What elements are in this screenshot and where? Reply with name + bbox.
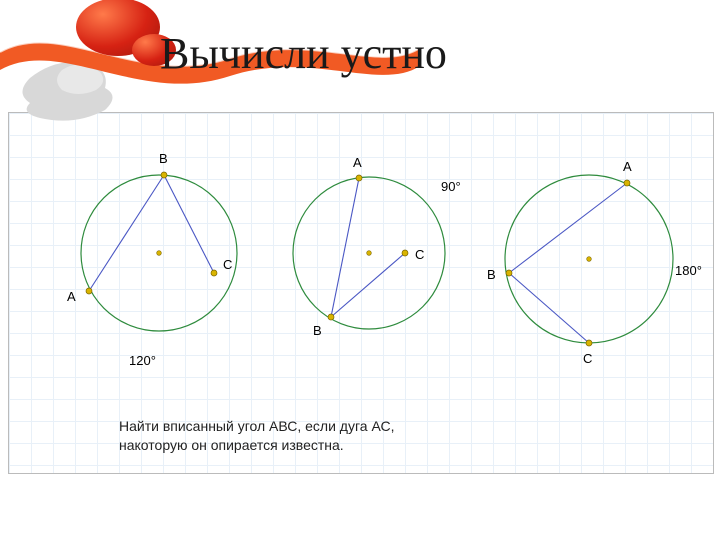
line-BA-d3 [509,183,627,273]
point-B-d1 [161,172,167,178]
point-C-d2 [402,250,408,256]
line-BA-d1 [89,175,164,291]
line-BC-d1 [164,175,214,273]
label-B-d2: B [313,323,322,338]
label-A-d2: A [353,155,362,170]
label-C-d2: C [415,247,424,262]
label-C-d1: C [223,257,232,272]
point-C-d1 [211,270,217,276]
center-d2 [367,251,372,256]
decor-base [10,48,140,128]
arc-label-d2: 90° [441,179,461,194]
slide-title: Вычисли устно [160,28,447,79]
center-d3 [587,257,592,262]
label-B-d3: B [487,267,496,282]
point-B-d2 [328,314,334,320]
point-C-d3 [586,340,592,346]
point-A-d1 [86,288,92,294]
point-A-d2 [356,175,362,181]
center-d1 [157,251,162,256]
label-B-d1: B [159,151,168,166]
arc-label-d1: 120° [129,353,156,368]
figure-area: A B C 120° A B C 90° A B C 180° Найти вписанный уго… [8,112,714,474]
point-B-d3 [506,270,512,276]
label-A-d3: A [623,159,632,174]
arc-label-d3: 180° [675,263,702,278]
caption-line-1: Найти вписанный угол АВС, если дуга АС, [119,417,394,436]
problem-caption: Найти вписанный угол АВС, если дуга АС, … [119,417,394,455]
label-A-d1: A [67,289,76,304]
label-C-d3: C [583,351,592,366]
point-A-d3 [624,180,630,186]
caption-line-2: накоторую он опирается известна. [119,436,394,455]
